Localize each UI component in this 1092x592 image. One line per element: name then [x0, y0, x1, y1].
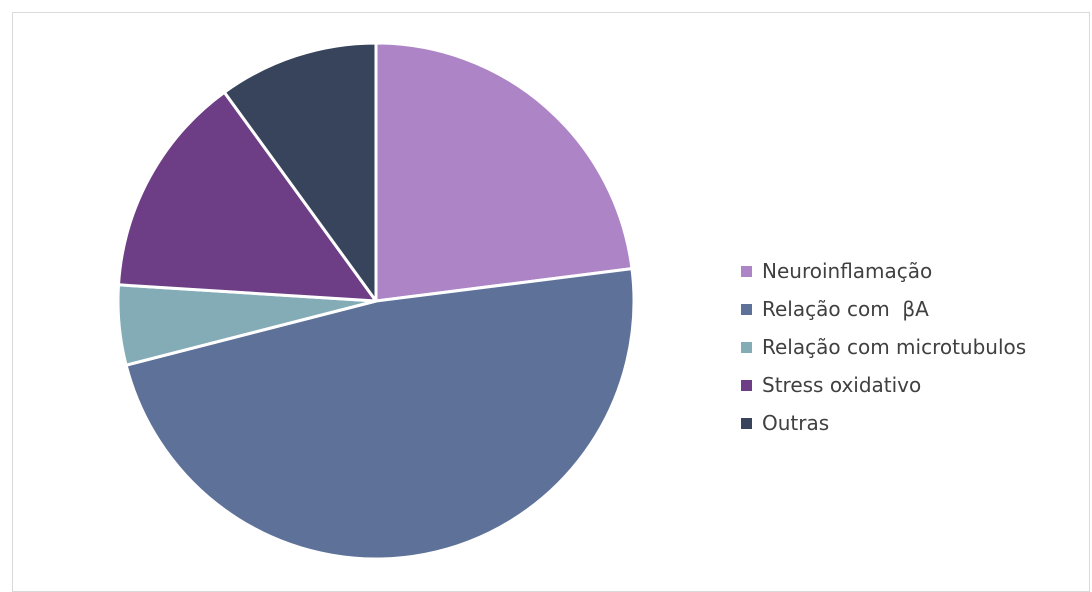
pie-slice-stress-oxidativo	[117, 90, 378, 303]
pie-slice-neuroinflamacao	[374, 41, 634, 303]
legend-swatch-neuroinflamacao	[741, 265, 752, 277]
legend-label-neuroinflamacao: Neuroinflamação	[762, 259, 933, 283]
pie-slice-outras	[222, 41, 378, 303]
legend: Neuroinflamação Relação com βA Relação c…	[741, 252, 1026, 442]
legend-label-relacao-com-ba: Relação com βA	[762, 297, 929, 321]
legend-label-relacao-com-microtubulos: Relação com microtubulos	[762, 335, 1027, 359]
legend-swatch-relacao-com-ba	[741, 303, 752, 315]
pie-slices	[116, 41, 636, 561]
legend-swatch-relacao-com-microtubulos	[741, 341, 752, 353]
legend-label-outras: Outras	[762, 411, 830, 435]
legend-item-neuroinflamacao: Neuroinflamação	[741, 252, 1026, 290]
legend-item-stress-oxidativo: Stress oxidativo	[741, 366, 1026, 404]
legend-swatch-outras	[741, 417, 752, 429]
legend-item-relacao-com-microtubulos: Relação com microtubulos	[741, 328, 1026, 366]
legend-item-outras: Outras	[741, 404, 1026, 442]
legend-label-stress-oxidativo: Stress oxidativo	[762, 373, 922, 397]
pie-slice-relacao-com-a	[124, 267, 636, 561]
legend-swatch-stress-oxidativo	[741, 379, 752, 391]
legend-item-relacao-com-ba: Relação com βA	[741, 290, 1026, 328]
pie-chart	[116, 41, 636, 561]
